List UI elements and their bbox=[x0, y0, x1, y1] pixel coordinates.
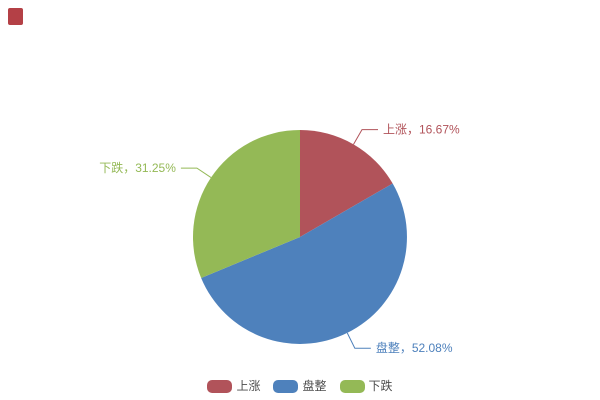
label-leader-line-2 bbox=[180, 167, 212, 178]
label-leader-line-1 bbox=[346, 332, 371, 349]
legend-item-label: 下跌 bbox=[368, 379, 393, 393]
corner-red-marker bbox=[8, 8, 23, 25]
legend-swatch-icon bbox=[273, 379, 299, 393]
pie-slice-0[interactable] bbox=[300, 130, 393, 237]
slice-label-1: 盘整，52.08% bbox=[376, 340, 453, 355]
legend: 上涨 盘整 下跌 bbox=[0, 377, 600, 395]
legend-swatch-icon bbox=[207, 379, 233, 393]
pie-slice-2[interactable] bbox=[192, 130, 300, 278]
legend-item-0[interactable]: 上涨 bbox=[207, 379, 261, 393]
slice-label-2: 下跌，31.25% bbox=[99, 160, 176, 175]
legend-item-label: 盘整 bbox=[302, 379, 327, 393]
slice-label-0: 上涨，16.67% bbox=[383, 122, 460, 137]
label-leader-line-0 bbox=[353, 129, 379, 145]
legend-item-label: 上涨 bbox=[236, 379, 261, 393]
legend-item-2[interactable]: 下跌 bbox=[339, 379, 393, 393]
legend-swatch-icon bbox=[339, 379, 365, 393]
pie-slice-1[interactable] bbox=[201, 183, 407, 344]
pie-chart: 上涨，16.67% 盘整，52.08% 下跌，31.25% bbox=[99, 122, 460, 356]
legend-item-1[interactable]: 盘整 bbox=[273, 379, 327, 393]
